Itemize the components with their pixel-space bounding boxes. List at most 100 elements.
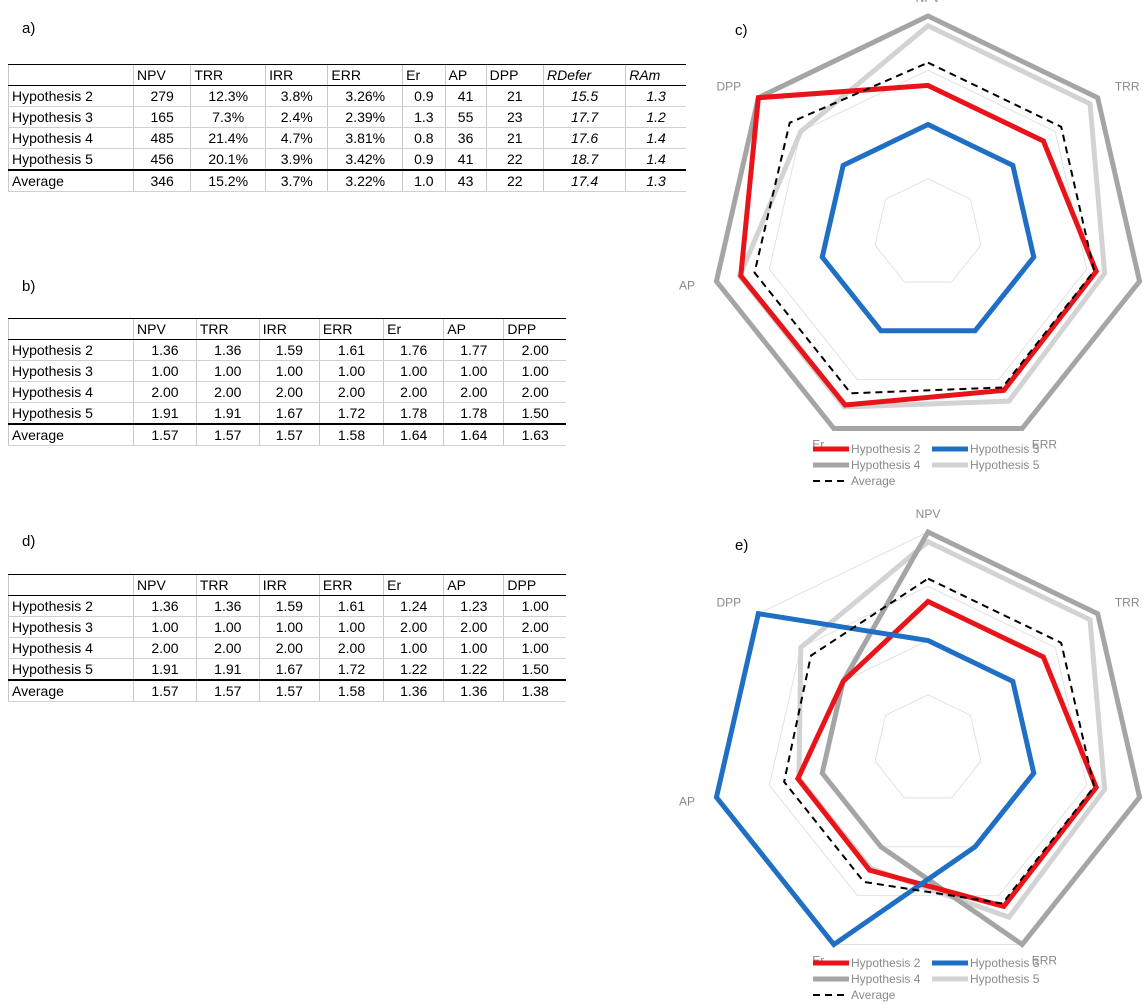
row-label: Hypothesis 5 xyxy=(8,148,134,171)
table-cell: 4.7% xyxy=(265,127,328,149)
row-label: Average xyxy=(8,169,134,192)
table-cell: 1.76 xyxy=(383,339,444,361)
legend-label: Hypothesis 5 xyxy=(970,458,1040,472)
table-cell: 1.50 xyxy=(503,402,566,425)
table-cell: 1.36 xyxy=(195,595,260,617)
row-label: Hypothesis 4 xyxy=(8,637,134,659)
legend-label: Average xyxy=(851,474,896,488)
table-cell: 1.23 xyxy=(443,595,504,617)
table-cell: 22 xyxy=(485,169,544,192)
table-cell: 12.3% xyxy=(190,85,266,107)
table-cell: 21 xyxy=(485,85,544,107)
row-label: Hypothesis 5 xyxy=(8,402,134,425)
table-row: Hypothesis 3 1.00 1.00 1.00 1.00 2.00 2.00 2.00 xyxy=(8,616,566,638)
table-d: NPV TRR IRR ERR Er AP DPP Hypothesis 2 1.36 1.36 1… xyxy=(8,574,566,702)
table-cell: 1.64 xyxy=(383,423,444,446)
series-line xyxy=(738,82,1100,408)
table-cell: 17.4 xyxy=(542,169,626,192)
axis-label: ERR xyxy=(1032,438,1058,452)
axis-label: DPP xyxy=(716,79,741,93)
table-cell: 7.3% xyxy=(190,106,266,128)
table-a: NPV TRR IRR ERR Er AP DPP RDefer RAm Hypothesis 2… xyxy=(8,64,686,192)
table-cell: 2.00 xyxy=(133,637,197,659)
column-header: RDefer xyxy=(542,64,626,86)
table-cell: 1.00 xyxy=(503,360,566,382)
table-cell: 2.00 xyxy=(258,637,320,659)
table-cell: 1.00 xyxy=(258,360,320,382)
column-header xyxy=(8,574,134,596)
table-cell: 21 xyxy=(485,127,544,149)
column-header: ERR xyxy=(318,574,384,596)
table-cell: 1.38 xyxy=(503,679,566,702)
table-cell: 1.91 xyxy=(133,402,197,425)
table-cell: 1.57 xyxy=(258,679,320,702)
axis-label: TRR xyxy=(1115,79,1140,93)
table-a-header: NPV TRR IRR ERR Er AP DPP RDefer RAm xyxy=(8,64,686,86)
table-cell: 3.81% xyxy=(327,127,403,149)
legend-label: Hypothesis 3 xyxy=(970,442,1040,456)
column-header: NPV xyxy=(132,64,191,86)
table-cell: 456 xyxy=(132,148,191,171)
table-cell: 1.00 xyxy=(133,360,197,382)
column-header: ERR xyxy=(327,64,403,86)
table-cell: 1.00 xyxy=(195,616,260,638)
table-cell: 1.00 xyxy=(503,637,566,659)
table-row: Hypothesis 5 1.91 1.91 1.67 1.72 1.22 1.22 1.50 xyxy=(8,658,566,681)
table-cell: 3.22% xyxy=(327,169,403,192)
table-cell: 1.59 xyxy=(258,339,320,361)
table-cell: 2.00 xyxy=(195,381,260,403)
legend-label: Hypothesis 2 xyxy=(851,442,921,456)
column-header: NPV xyxy=(133,318,197,340)
table-cell: 43 xyxy=(444,169,487,192)
table-cell: 1.00 xyxy=(443,360,504,382)
table-row: Average 1.57 1.57 1.57 1.58 1.64 1.64 1.63 xyxy=(8,423,566,446)
table-row: Average 1.57 1.57 1.57 1.58 1.36 1.36 1.38 xyxy=(8,679,566,702)
table-cell: 1.00 xyxy=(503,595,566,617)
radar-gridline xyxy=(874,178,982,283)
row-label: Hypothesis 5 xyxy=(8,658,134,681)
table-cell: 1.58 xyxy=(318,423,384,446)
table-cell: 3.7% xyxy=(265,169,328,192)
column-header: NPV xyxy=(133,574,197,596)
column-header: Er xyxy=(402,64,446,86)
column-header: AP xyxy=(443,318,504,340)
table-cell: 1.00 xyxy=(318,360,384,382)
table-cell: 1.24 xyxy=(383,595,444,617)
table-cell: 2.00 xyxy=(503,381,566,403)
table-cell: 21.4% xyxy=(190,127,266,149)
radar-gridline xyxy=(768,69,1088,381)
table-cell: 1.00 xyxy=(258,616,320,638)
table-cell: 41 xyxy=(444,85,487,107)
table-row: Hypothesis 4 485 21.4% 4.7% 3.81% 0.8 36 21 17.6… xyxy=(8,127,686,149)
table-cell: 2.00 xyxy=(503,616,566,638)
table-cell: 1.3 xyxy=(625,85,686,107)
table-cell: 1.59 xyxy=(258,595,320,617)
table-cell: 2.39% xyxy=(327,106,403,128)
table-cell: 0.8 xyxy=(402,127,446,149)
column-header: DPP xyxy=(503,318,566,340)
row-label: Average xyxy=(8,679,134,702)
table-cell: 279 xyxy=(132,85,191,107)
table-cell: 1.00 xyxy=(443,637,504,659)
row-label: Hypothesis 3 xyxy=(8,616,134,638)
table-cell: 1.22 xyxy=(383,658,444,681)
column-header: TRR xyxy=(195,574,260,596)
table-cell: 3.26% xyxy=(327,85,403,107)
table-cell: 1.36 xyxy=(383,679,444,702)
column-header xyxy=(8,64,134,86)
table-cell: 15.2% xyxy=(190,169,266,192)
column-header: DPP xyxy=(503,574,566,596)
table-cell: 1.0 xyxy=(402,169,446,192)
table-cell: 55 xyxy=(444,106,487,128)
column-header: AP xyxy=(443,574,504,596)
table-cell: 1.36 xyxy=(133,595,197,617)
table-cell: 1.78 xyxy=(383,402,444,425)
column-header: Er xyxy=(383,574,444,596)
table-cell: 1.72 xyxy=(318,658,384,681)
row-label: Hypothesis 4 xyxy=(8,127,134,149)
panel-label-e: e) xyxy=(735,537,749,554)
table-cell: 2.00 xyxy=(195,637,260,659)
table-cell: 1.00 xyxy=(195,360,260,382)
table-cell: 1.36 xyxy=(443,679,504,702)
